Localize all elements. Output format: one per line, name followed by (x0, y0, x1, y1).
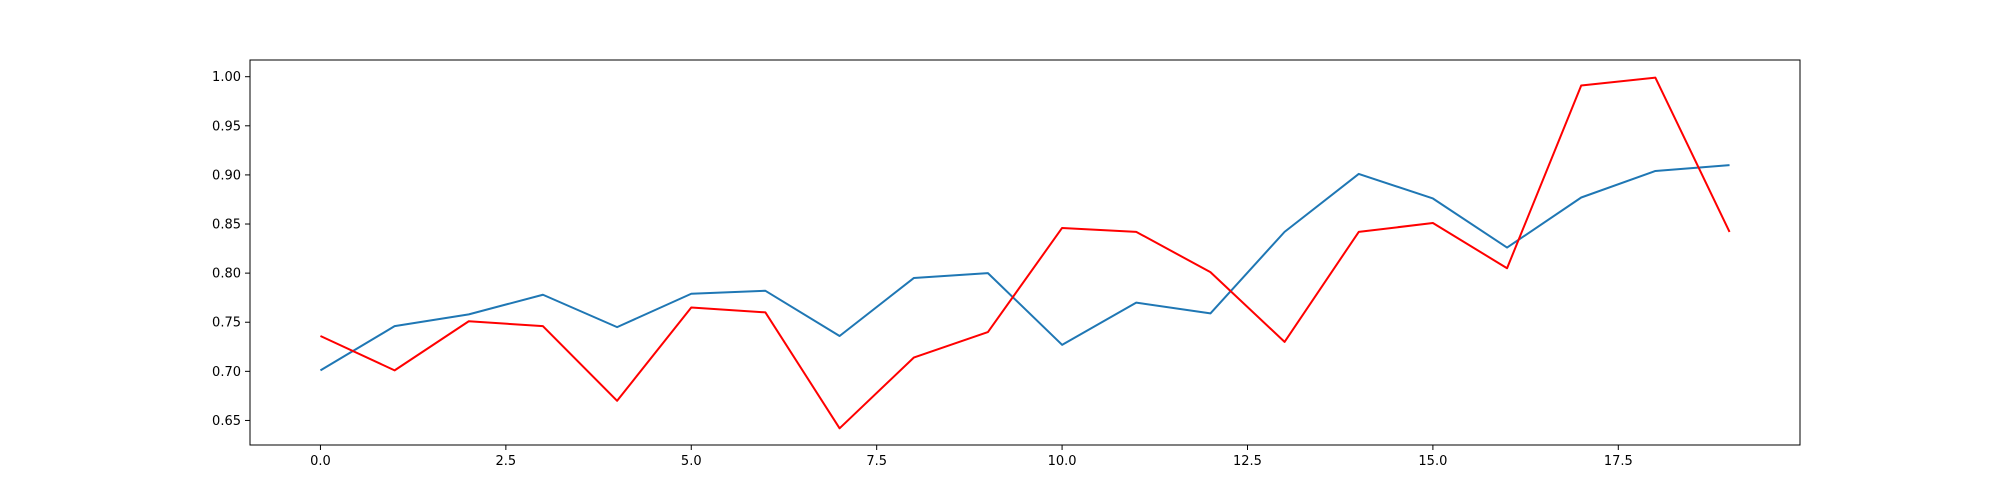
y-tick-label: 0.85 (212, 218, 241, 233)
plot-frame (249, 59, 1801, 446)
y-axis: 0.65 0.70 0.75 0.80 0.85 0.90 0.95 1.00 (212, 70, 250, 429)
y-tick-label: 0.70 (212, 365, 241, 380)
x-tick-label: 15.0 (1418, 454, 1447, 469)
x-tick-label: 10.0 (1048, 454, 1077, 469)
plot-area (249, 59, 1801, 446)
series-line-2 (320, 76, 1731, 430)
y-tick-label: 1.00 (212, 70, 241, 85)
x-axis: 0.0 2.5 5.0 7.5 10.0 12.5 15.0 17.5 (310, 445, 1633, 469)
y-tick-label: 0.80 (212, 267, 241, 282)
y-tick-label: 0.90 (212, 168, 241, 183)
x-tick-label: 7.5 (866, 454, 887, 469)
x-tick-label: 5.0 (681, 454, 702, 469)
x-tick-label: 17.5 (1604, 454, 1633, 469)
y-tick-label: 0.75 (212, 316, 241, 331)
x-tick-label: 12.5 (1233, 454, 1262, 469)
series-layer (319, 76, 1731, 430)
y-tick-label: 0.65 (212, 414, 241, 429)
y-tick-label: 0.95 (212, 119, 241, 134)
x-tick-label: 2.5 (496, 454, 517, 469)
x-tick-label: 0.0 (310, 454, 331, 469)
series-line-1 (319, 164, 1730, 372)
